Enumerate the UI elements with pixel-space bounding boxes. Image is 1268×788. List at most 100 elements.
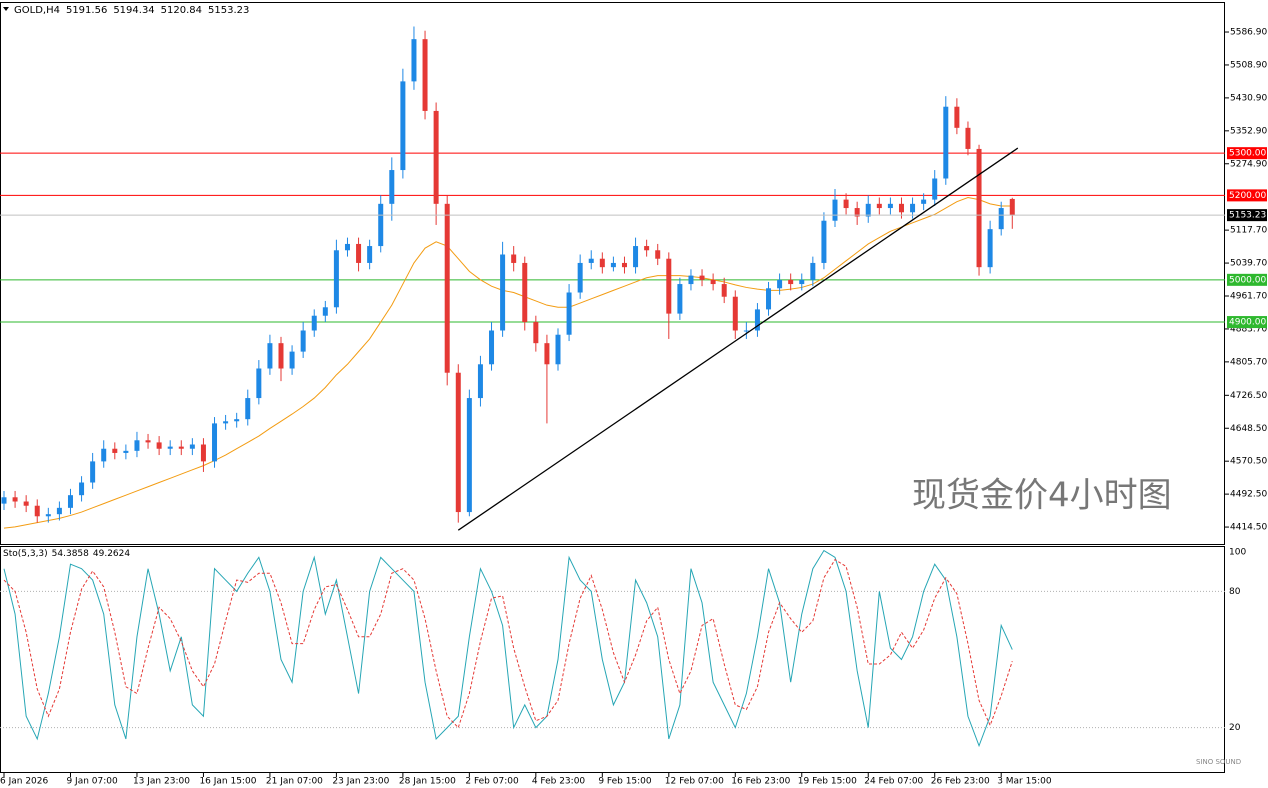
candle-body xyxy=(788,279,794,285)
candle-body xyxy=(200,444,206,462)
candle-body xyxy=(189,444,195,449)
y-tick-label: 100 xyxy=(1229,548,1246,558)
candle-body xyxy=(1,497,7,504)
x-tick-label: 28 Jan 15:00 xyxy=(399,777,456,787)
x-tick-label: 3 Mar 15:00 xyxy=(997,777,1052,787)
current-price-bg xyxy=(1227,209,1267,222)
candle-body xyxy=(832,199,838,221)
main-panel xyxy=(0,2,1225,545)
candle-body xyxy=(544,343,550,365)
candle-body xyxy=(400,81,406,171)
candle-body xyxy=(267,343,273,369)
candle-body xyxy=(256,368,262,399)
y-tick-label: 4726.50 xyxy=(1230,391,1267,401)
candle-body xyxy=(876,203,882,209)
ohlc-low: 5120.84 xyxy=(161,5,202,16)
candle-body xyxy=(34,505,40,517)
candle-body xyxy=(433,110,439,204)
candle-body xyxy=(610,262,616,268)
oscillator-header: Sto(5,3,3) 54.3858 49.2624 xyxy=(3,549,130,559)
candle-body xyxy=(555,334,561,365)
candle-body xyxy=(367,246,373,263)
candle-body xyxy=(887,203,893,209)
level-label-bg xyxy=(1227,273,1267,286)
y-tick-label: 80 xyxy=(1229,587,1241,597)
x-tick-label: 19 Feb 15:00 xyxy=(798,777,857,787)
candle-body xyxy=(477,364,483,399)
candle-body xyxy=(932,178,938,200)
candle-body xyxy=(688,275,694,285)
x-tick-label: 23 Jan 23:00 xyxy=(332,777,389,787)
candle-body xyxy=(123,450,129,453)
level-label: 4900.00 xyxy=(1229,318,1266,328)
x-tick-label: 4 Feb 23:00 xyxy=(532,777,586,787)
ohlc-high: 5194.34 xyxy=(113,5,154,16)
candle-body xyxy=(234,419,240,422)
ohlc-close: 5153.23 xyxy=(208,5,249,16)
x-tick-label: 21 Jan 07:00 xyxy=(266,777,323,787)
candle-body xyxy=(732,296,738,331)
candle-body xyxy=(577,262,583,293)
y-tick-label: 4883.70 xyxy=(1230,324,1267,334)
x-tick-label: 9 Feb 15:00 xyxy=(598,777,652,787)
candle-body xyxy=(56,507,62,515)
y-tick-label: 4961.70 xyxy=(1230,292,1267,302)
candle-body xyxy=(599,258,605,268)
candle-body xyxy=(621,262,627,268)
candle-body xyxy=(987,229,993,268)
candle-body xyxy=(67,495,73,508)
x-tick-label: 16 Feb 23:00 xyxy=(731,777,790,787)
candle-body xyxy=(588,258,594,263)
x-tick-label: 6 Jan 2026 xyxy=(0,777,48,787)
annotation: 现货金价4小时图 xyxy=(912,476,1172,516)
y-tick-label: 4492.50 xyxy=(1230,490,1267,500)
oscillator-line xyxy=(3,558,1013,729)
x-tick-label: 2 Feb 07:00 xyxy=(465,777,519,787)
candle-body xyxy=(278,343,284,369)
candle-body xyxy=(766,288,772,310)
candle-body xyxy=(1009,198,1015,216)
candle-body xyxy=(223,421,229,424)
candle-body xyxy=(943,106,949,179)
candle-body xyxy=(666,258,672,314)
candle-body xyxy=(212,423,218,462)
candle-body xyxy=(976,148,982,268)
candle-body xyxy=(45,514,51,517)
candle-body xyxy=(411,39,417,82)
candle-body xyxy=(444,203,450,373)
candle-body xyxy=(389,170,395,204)
y-tick-label: 5274.90 xyxy=(1230,159,1267,169)
candle-body xyxy=(677,284,683,314)
chart-header: GOLD,H4 5191.56 5194.34 5120.84 5153.23 xyxy=(14,5,249,16)
candle-body xyxy=(79,482,85,496)
candle-body xyxy=(23,501,29,506)
moving-average xyxy=(3,196,1013,529)
candle-body xyxy=(300,330,306,352)
symbol: GOLD,H4 xyxy=(14,5,60,16)
candle-body xyxy=(134,440,140,451)
current-price-label: 5153.23 xyxy=(1229,211,1266,221)
candle-body xyxy=(810,262,816,280)
candle-body xyxy=(910,203,916,213)
candle-body xyxy=(965,127,971,149)
candle-body xyxy=(178,446,184,449)
y-tick-label: 5430.90 xyxy=(1230,93,1267,103)
candle-body xyxy=(466,398,472,513)
candle-body xyxy=(633,246,639,268)
candle-body xyxy=(865,203,871,217)
candle-body xyxy=(344,243,350,251)
candle-body xyxy=(90,461,96,483)
candle-body xyxy=(311,315,317,331)
oscillator-line xyxy=(3,549,1013,748)
y-tick-label: 4805.70 xyxy=(1230,357,1267,367)
candle-body xyxy=(145,440,151,443)
level-label-bg xyxy=(1227,147,1267,160)
y-tick-label: 4570.50 xyxy=(1230,457,1267,467)
candle-body xyxy=(422,39,428,111)
level-label: 5200.00 xyxy=(1229,191,1266,201)
x-tick-label: 16 Jan 15:00 xyxy=(199,777,256,787)
watermark: SINO SOUND xyxy=(1196,758,1241,766)
candle-body xyxy=(378,203,384,247)
y-tick-label: 4648.50 xyxy=(1230,424,1267,434)
candle-body xyxy=(954,106,960,128)
